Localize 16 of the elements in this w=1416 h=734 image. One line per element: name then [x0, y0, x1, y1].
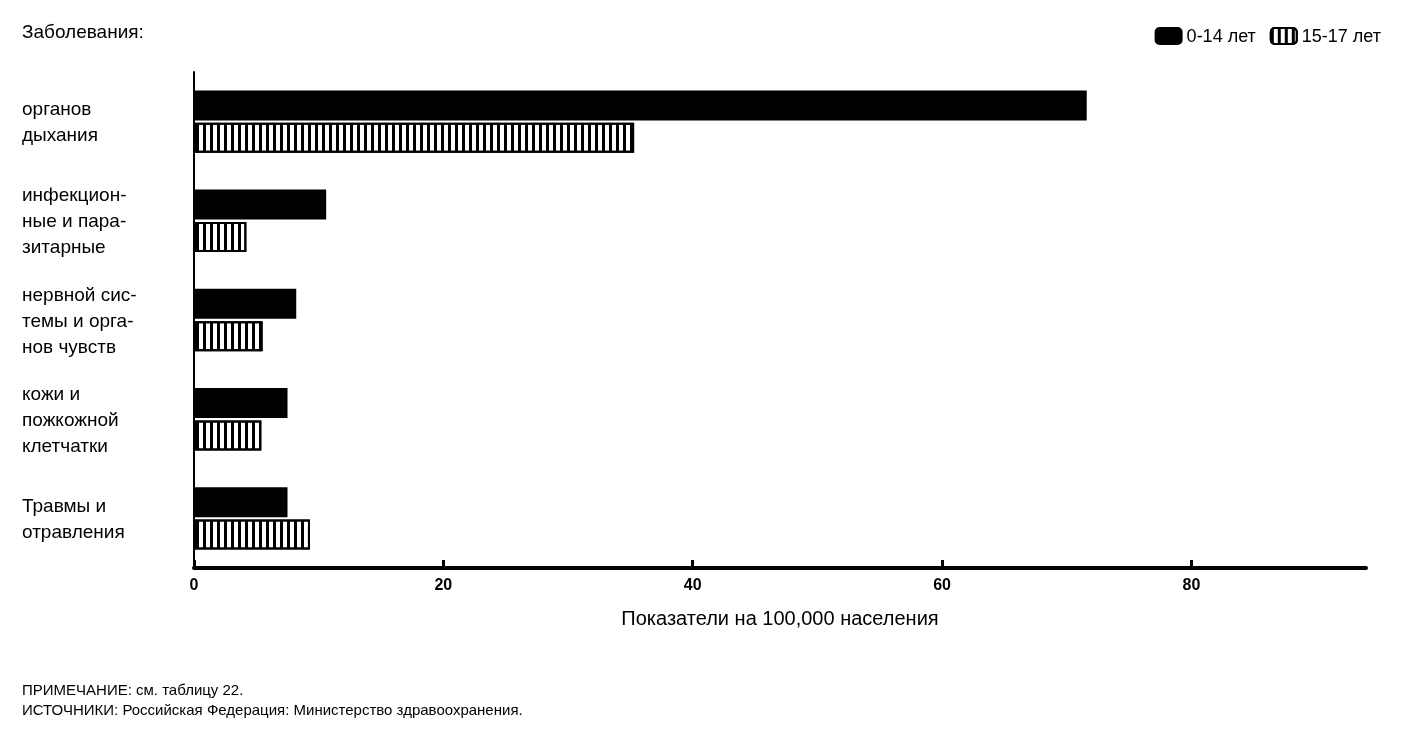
- y-axis-title: Заболевания:: [22, 21, 144, 42]
- text: ПРИМЕЧАНИЕ: см. таблицу 22.: [22, 681, 244, 698]
- y-tick-label: нервной сис- темы и орга- нов чувств: [22, 283, 137, 357]
- y-tick-label: инфекцион- ные и пара- зитарные: [22, 184, 127, 258]
- y-tick-label: кожи и пожкожной клетчатки: [22, 382, 119, 456]
- y-tick-label: Травмы и отравления: [22, 494, 125, 542]
- x-tick-label: 60: [933, 575, 952, 593]
- x-tick-label: 20: [434, 575, 453, 593]
- x-tick-label: 40: [683, 575, 702, 593]
- legend-label: 0-14 лет: [1186, 26, 1256, 46]
- x-tick-label: 80: [1182, 575, 1201, 593]
- x-axis-title: Показатели на 100,000 населения: [621, 607, 939, 629]
- legend-label: 15-17 лет: [1301, 26, 1381, 46]
- x-tick-label: 0: [189, 575, 199, 593]
- text: ИСТОЧНИКИ: Российская Федерация: Министерство здравоохранения.: [22, 701, 523, 718]
- y-tick-label: органов дыхания: [22, 98, 98, 146]
